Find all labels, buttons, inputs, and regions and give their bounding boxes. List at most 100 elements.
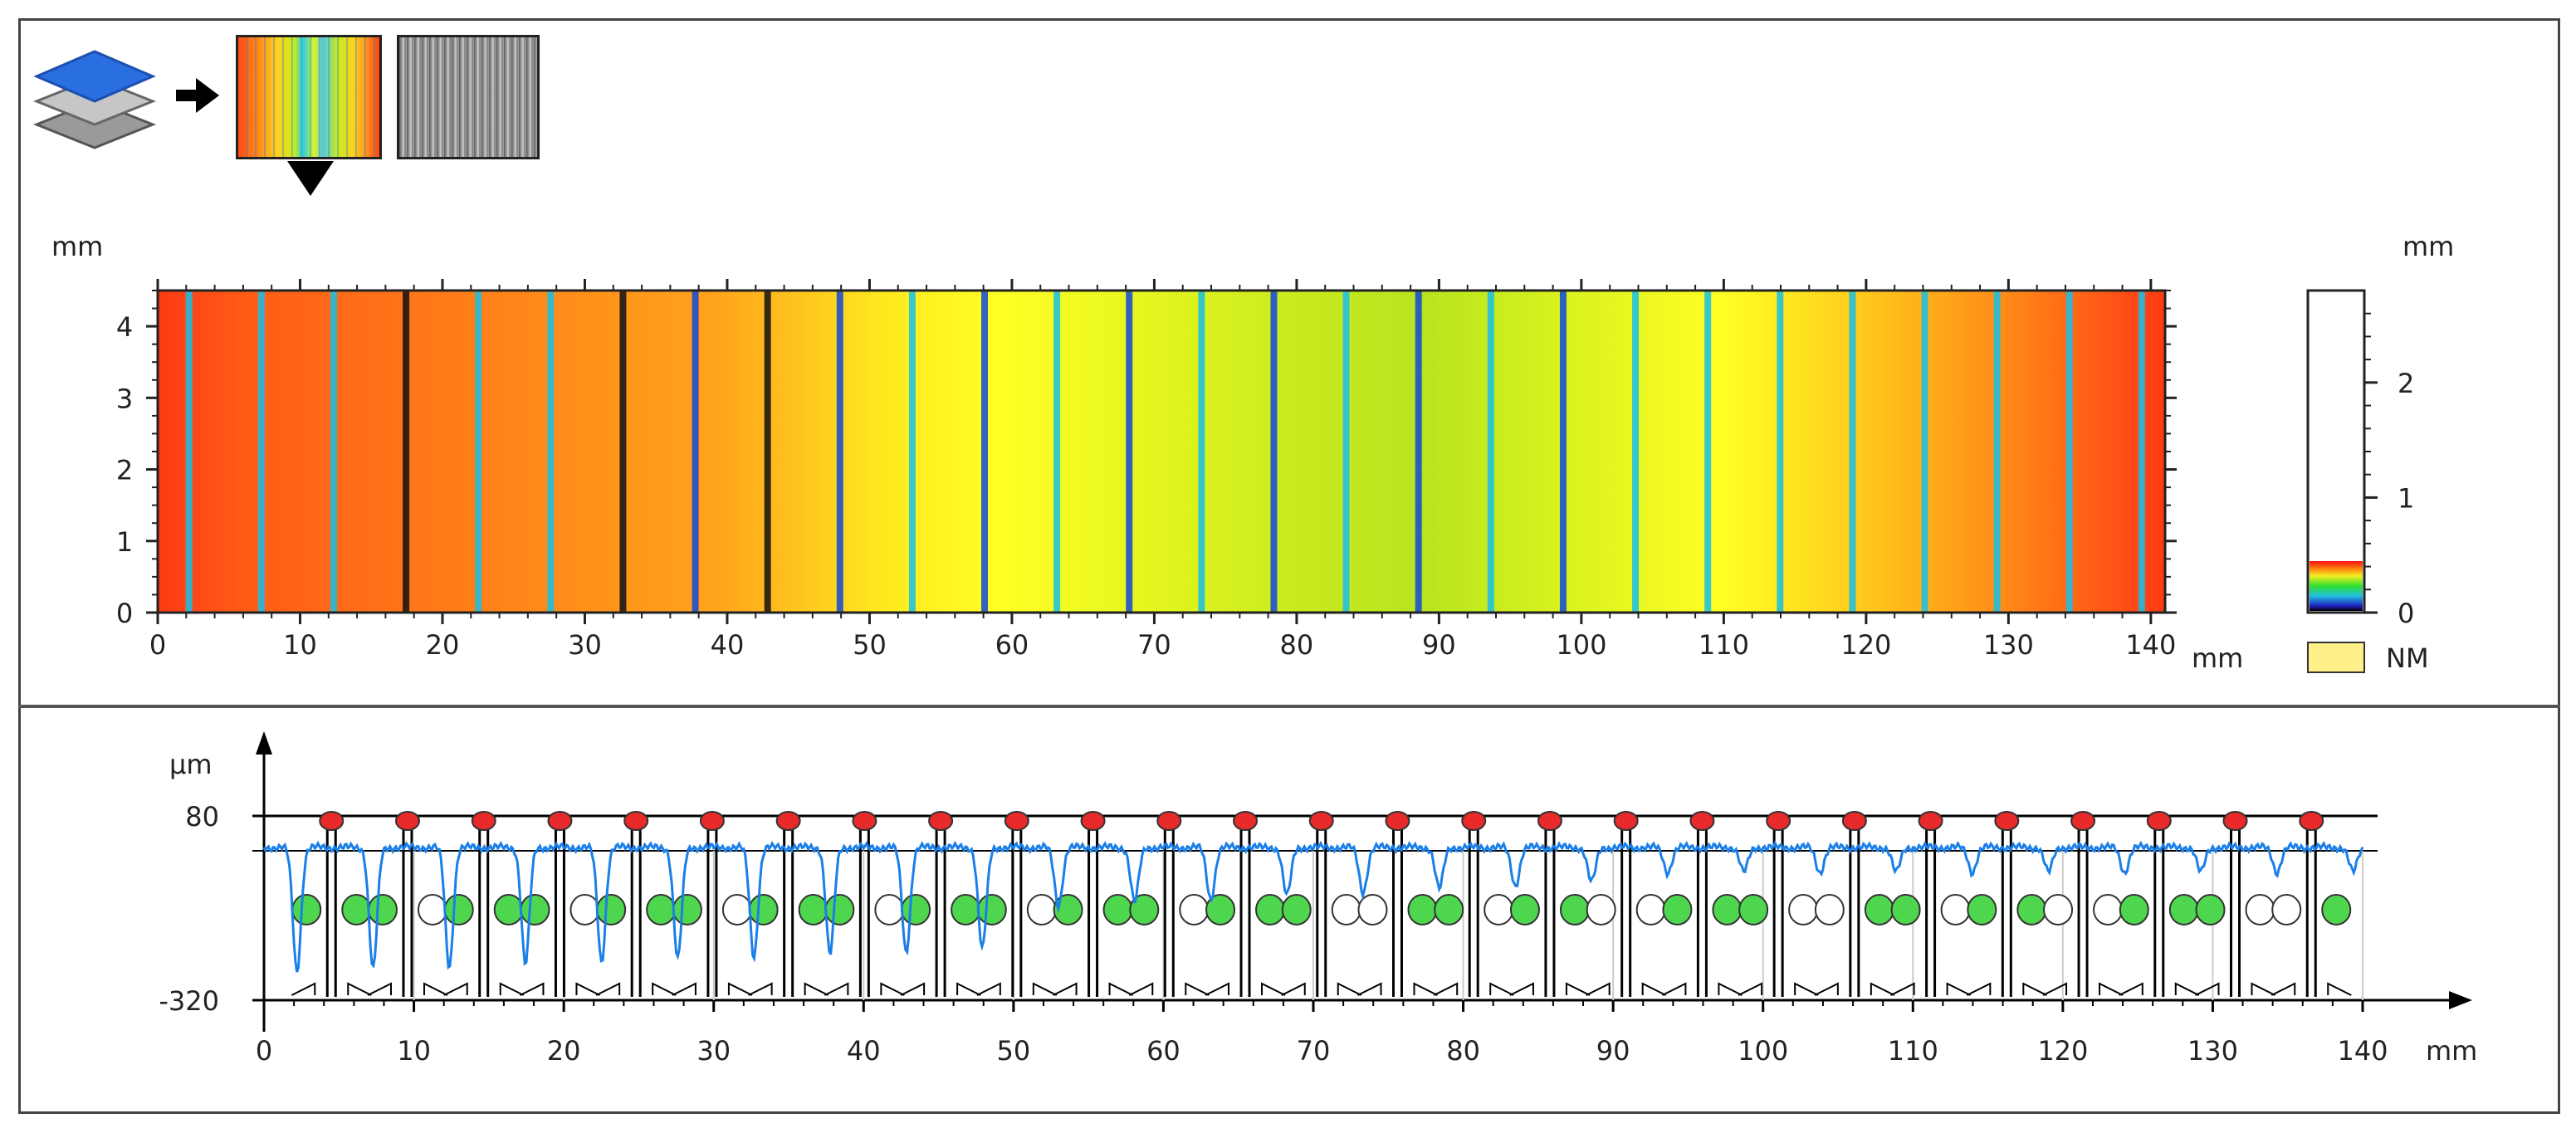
peak-marker[interactable] <box>1156 811 1182 831</box>
peak-marker[interactable] <box>1308 811 1334 831</box>
valley-marker[interactable] <box>824 894 855 925</box>
valley-marker[interactable] <box>443 894 474 925</box>
valley-marker[interactable] <box>1940 894 1971 925</box>
peak-marker[interactable] <box>2222 811 2248 831</box>
valley-marker[interactable] <box>672 894 702 925</box>
peak-marker[interactable] <box>1004 811 1029 831</box>
peak-marker[interactable] <box>699 811 725 831</box>
top-y-tick-label: 4 <box>116 311 133 343</box>
valley-marker[interactable] <box>1738 894 1769 925</box>
valley-marker[interactable] <box>1255 894 1286 925</box>
peak-marker[interactable] <box>623 811 649 831</box>
valley-marker[interactable] <box>493 894 524 925</box>
color-map-thumbnail[interactable] <box>236 35 382 159</box>
valley-marker[interactable] <box>721 894 752 925</box>
height-stripe <box>1270 291 1278 613</box>
valley-marker[interactable] <box>1331 894 1361 925</box>
peak-marker[interactable] <box>1233 811 1259 831</box>
bottom-x-tick-label: 40 <box>847 1035 881 1067</box>
peak-marker[interactable] <box>1918 811 1943 831</box>
valley-marker[interactable] <box>1712 894 1743 925</box>
peak-marker[interactable] <box>852 811 877 831</box>
peak-marker[interactable] <box>394 811 420 831</box>
height-stripe <box>1126 291 1133 613</box>
valley-marker[interactable] <box>569 894 600 925</box>
valley-marker[interactable] <box>1407 894 1438 925</box>
valley-marker[interactable] <box>1559 894 1590 925</box>
valley-marker[interactable] <box>798 894 829 925</box>
valley-marker[interactable] <box>874 894 905 925</box>
valley-marker[interactable] <box>1484 894 1514 925</box>
top-x-tick-label: 40 <box>711 629 745 661</box>
peak-marker[interactable] <box>1841 811 1867 831</box>
peak-marker[interactable] <box>547 811 573 831</box>
height-stripe <box>1342 291 1350 613</box>
valley-marker[interactable] <box>417 894 447 925</box>
peak-marker[interactable] <box>2070 811 2096 831</box>
valley-marker[interactable] <box>1635 894 1666 925</box>
valley-marker[interactable] <box>1205 894 1236 925</box>
height-stripe <box>836 291 843 613</box>
valley-marker[interactable] <box>1967 894 1997 925</box>
height-stripe <box>547 291 555 613</box>
valley-marker[interactable] <box>976 894 1007 925</box>
valley-marker[interactable] <box>748 894 779 925</box>
valley-marker[interactable] <box>2271 894 2302 925</box>
valley-marker[interactable] <box>1102 894 1133 925</box>
valley-marker[interactable] <box>2093 894 2124 925</box>
peak-marker[interactable] <box>1537 811 1562 831</box>
valley-marker[interactable] <box>291 894 322 925</box>
valley-marker[interactable] <box>1864 894 1894 925</box>
valley-marker[interactable] <box>1026 894 1057 925</box>
valley-marker[interactable] <box>1053 894 1083 925</box>
valley-marker[interactable] <box>1890 894 1921 925</box>
valley-marker[interactable] <box>1434 894 1464 925</box>
height-stripe <box>475 291 482 613</box>
valley-marker[interactable] <box>646 894 677 925</box>
valley-marker[interactable] <box>1814 894 1845 925</box>
valley-marker[interactable] <box>2119 894 2149 925</box>
valley-marker[interactable] <box>341 894 372 925</box>
colorbar-tick-label: 2 <box>2398 368 2414 399</box>
valley-marker[interactable] <box>1179 894 1210 925</box>
grayscale-map-thumbnail[interactable] <box>397 35 540 159</box>
layers-icon[interactable] <box>28 33 169 158</box>
peak-marker[interactable] <box>319 811 345 831</box>
bottom-x-tick-label: 110 <box>1888 1035 1938 1067</box>
colorbar-tick-label: 1 <box>2398 482 2414 514</box>
valley-marker[interactable] <box>901 894 931 925</box>
valley-marker[interactable] <box>2195 894 2226 925</box>
valley-marker[interactable] <box>1281 894 1312 925</box>
peak-marker[interactable] <box>1613 811 1639 831</box>
height-stripe <box>908 291 916 613</box>
valley-marker[interactable] <box>951 894 981 925</box>
peak-marker[interactable] <box>1689 811 1715 831</box>
valley-marker[interactable] <box>520 894 550 925</box>
valley-marker[interactable] <box>1509 894 1540 925</box>
valley-marker[interactable] <box>1586 894 1616 925</box>
valley-marker[interactable] <box>2043 894 2074 925</box>
height-map-image[interactable] <box>158 291 2165 613</box>
peak-marker[interactable] <box>2146 811 2172 831</box>
valley-marker[interactable] <box>2168 894 2199 925</box>
valley-marker[interactable] <box>1357 894 1388 925</box>
valley-marker[interactable] <box>1129 894 1160 925</box>
valley-marker[interactable] <box>596 894 627 925</box>
valley-marker[interactable] <box>2245 894 2275 925</box>
valley-marker[interactable] <box>367 894 398 925</box>
peak-marker[interactable] <box>1461 811 1487 831</box>
peak-marker[interactable] <box>2299 811 2324 831</box>
valley-marker[interactable] <box>2321 894 2352 925</box>
valley-marker[interactable] <box>2016 894 2047 925</box>
arrow-right-icon <box>176 78 219 113</box>
valley-marker[interactable] <box>1662 894 1693 925</box>
peak-marker[interactable] <box>1766 811 1791 831</box>
peak-marker[interactable] <box>1385 811 1410 831</box>
peak-marker[interactable] <box>928 811 954 831</box>
valley-marker[interactable] <box>1788 894 1819 925</box>
peak-marker[interactable] <box>1080 811 1106 831</box>
peak-marker[interactable] <box>775 811 801 831</box>
top-x-tick-label: 110 <box>1699 629 1749 661</box>
peak-marker[interactable] <box>1994 811 2020 831</box>
peak-marker[interactable] <box>471 811 496 831</box>
